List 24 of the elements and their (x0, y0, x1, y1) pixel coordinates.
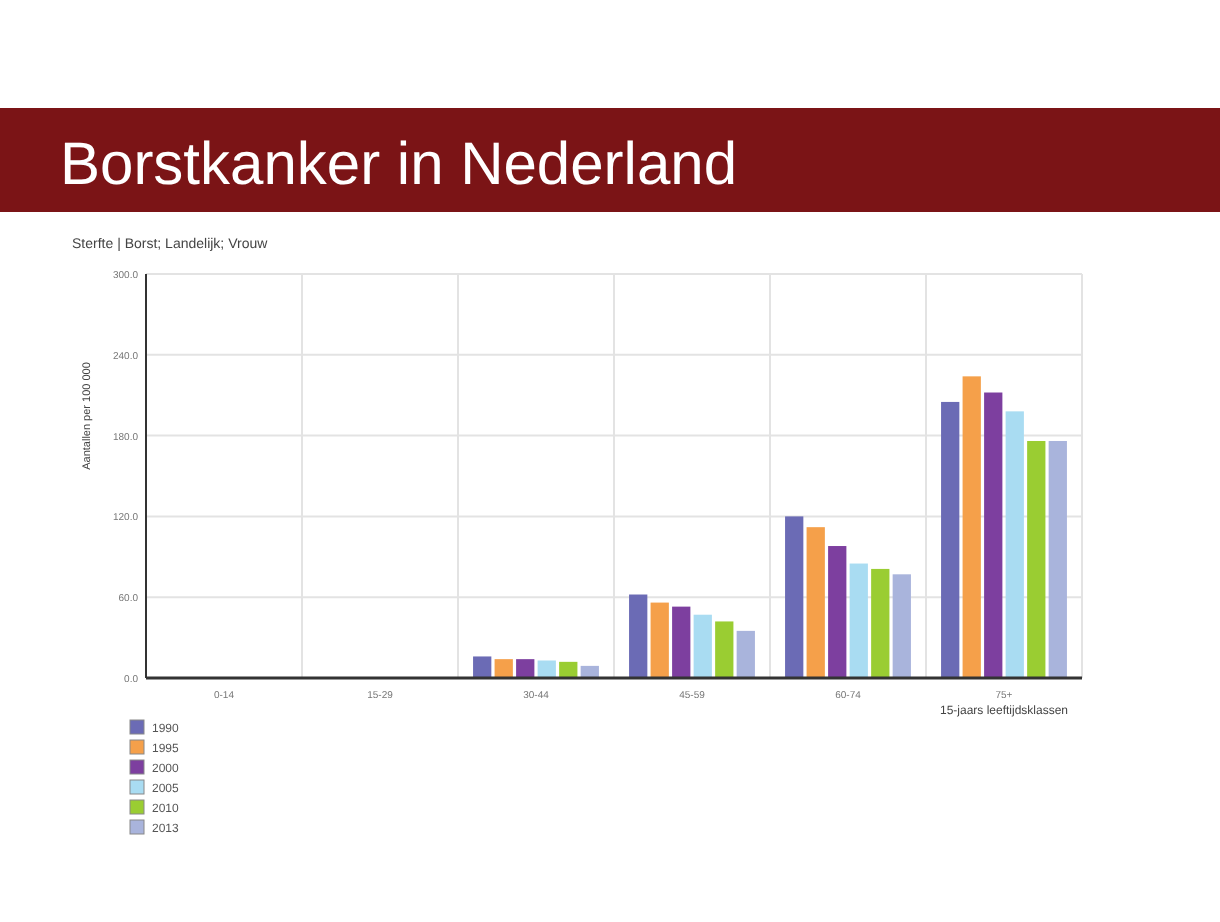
bar (494, 659, 513, 678)
bar (984, 392, 1003, 678)
bar (559, 661, 578, 678)
bar (650, 602, 669, 678)
bar (892, 574, 911, 678)
bar (962, 376, 981, 678)
bar (693, 614, 712, 678)
bar (849, 563, 868, 678)
bar (672, 606, 691, 678)
bar (537, 660, 556, 678)
bar (785, 516, 804, 678)
bar (806, 527, 825, 678)
bar (1048, 440, 1067, 678)
chart-title: Borstkanker in Nederland (60, 132, 738, 198)
bar (473, 656, 492, 678)
bar (736, 630, 755, 678)
bar (941, 401, 960, 678)
bar (1005, 411, 1024, 678)
bar (1027, 440, 1046, 678)
bar (516, 659, 535, 678)
bar (629, 594, 648, 678)
bar (871, 568, 890, 678)
bar (828, 546, 847, 678)
bar (715, 621, 734, 678)
